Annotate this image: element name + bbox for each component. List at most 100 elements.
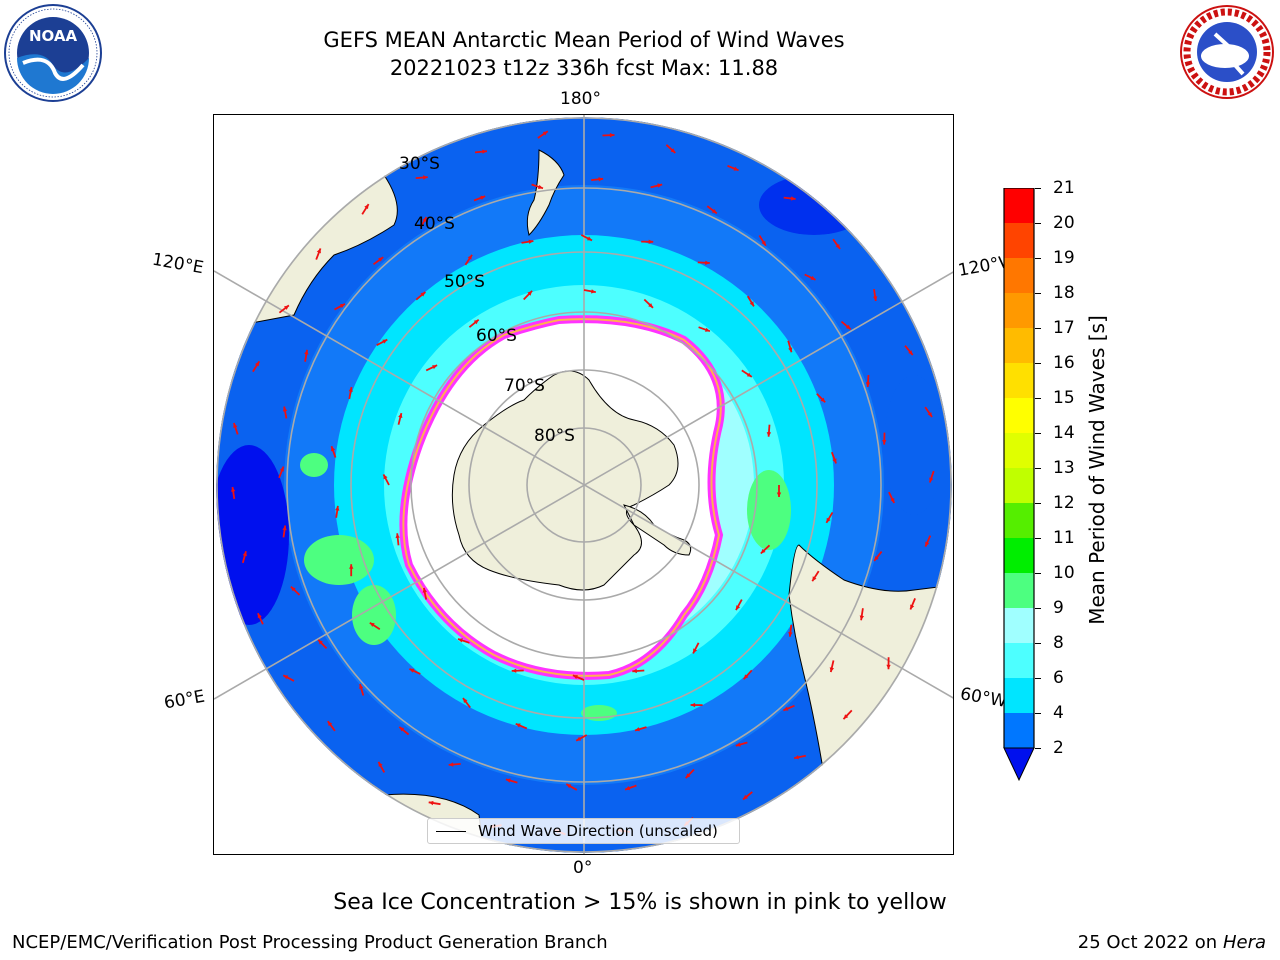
colorbar-segment — [1004, 573, 1034, 608]
sea-ice-note: Sea Ice Concentration > 15% is shown in … — [333, 890, 947, 915]
colorbar-tick-mark — [1035, 678, 1041, 679]
wind-arrow-head — [925, 541, 930, 547]
colorbar-segment — [1004, 363, 1034, 398]
colorbar-tick-label: 16 — [1053, 353, 1075, 373]
wind-arrow-head — [890, 498, 895, 503]
wind-arrow-head — [829, 667, 834, 673]
wind-arrow-head — [788, 632, 793, 637]
legend-label: Wind Wave Direction (unscaled) — [478, 822, 718, 840]
new-zealand-landmass — [526, 149, 565, 236]
wind-arrow-head — [705, 327, 710, 332]
wind-arrow-head — [349, 564, 354, 569]
colorbar-extend-triangle — [1003, 747, 1035, 782]
colorbar-tick-label: 14 — [1053, 423, 1075, 443]
wind-arrow-head — [783, 706, 789, 711]
map-title-line2: 20221023 t12z 336h fcst Max: 11.88 — [389, 56, 779, 80]
colorbar-segment — [1004, 538, 1034, 573]
colorbar-segment — [1004, 328, 1034, 363]
colorbar-segment — [1004, 643, 1034, 678]
wind-arrow-head — [428, 800, 434, 806]
wind-arrow-head — [467, 254, 472, 260]
lon-label-180: 180° — [560, 89, 601, 109]
map-legend: Wind Wave Direction (unscaled) — [427, 818, 740, 844]
wind-arrow-head — [810, 275, 816, 280]
colorbar-tick-mark — [1035, 643, 1041, 644]
colorbar-segment — [1004, 258, 1034, 293]
wind-arrow-head — [515, 723, 521, 728]
wind-arrow-head — [542, 131, 548, 136]
wind-arrow-head — [648, 239, 654, 244]
nws-logo-icon — [1177, 4, 1277, 100]
low-period-patch-east — [884, 375, 944, 515]
lon-label-0: 0° — [573, 858, 593, 878]
colorbar-segment — [1004, 293, 1034, 328]
wind-arrow-head — [364, 204, 369, 210]
wind-arrow-head — [882, 440, 887, 445]
wind-arrow-head — [233, 423, 238, 428]
lon-label-60w: 60°W — [958, 684, 1009, 712]
colorbar-segment — [1004, 678, 1034, 713]
polar-map: 30°S 40°S 50°S 60°S 70°S 80°S — [213, 114, 954, 855]
wind-arrow-head — [766, 432, 772, 437]
colorbar-tick-label: 21 — [1053, 178, 1075, 198]
colorbar-tick-label: 19 — [1053, 248, 1075, 268]
wind-arrow-head — [282, 406, 288, 412]
wind-arrow-head — [282, 525, 287, 531]
wind-wave-arrows — [231, 130, 935, 836]
wind-arrow-head — [820, 397, 826, 403]
wind-arrow-head — [409, 668, 415, 673]
wind-arrow-head — [432, 365, 438, 370]
colorbar-tick-mark — [1035, 433, 1041, 434]
host-name: Hera — [1222, 932, 1266, 953]
colorbar-segment — [1004, 468, 1034, 503]
green-patch-3 — [747, 470, 791, 550]
wind-arrow-head — [383, 474, 388, 480]
wind-arrow-head — [473, 319, 479, 325]
wind-arrow-head — [832, 458, 837, 464]
wind-arrow-head — [746, 372, 752, 377]
wind-arrow-head — [908, 350, 913, 355]
wind-arrow-head — [587, 236, 592, 241]
wind-arrow-head — [572, 675, 578, 680]
meridian-60e-120w — [214, 271, 953, 700]
colorbar-tick-mark — [1035, 328, 1041, 329]
wind-arrow-head — [257, 613, 262, 619]
colorbar-tick-label: 20 — [1053, 213, 1075, 233]
wind-arrow-head — [335, 505, 340, 511]
colorbar-tick-mark — [1035, 608, 1041, 609]
colorbar-tick-label: 13 — [1053, 458, 1075, 478]
colorbar-tick-label: 4 — [1053, 703, 1064, 723]
colorbar-tick-mark — [1035, 223, 1041, 224]
wind-arrow-head — [463, 698, 468, 703]
wind-arrow-head — [625, 786, 631, 791]
noaa-logo-icon: NOAA — [3, 3, 103, 103]
colorbar-tick-label: 8 — [1053, 633, 1064, 653]
wind-arrow-head — [685, 773, 691, 779]
wind-arrow-head — [399, 726, 405, 732]
colorbar-tick-mark — [1035, 398, 1041, 399]
colorbar-segment — [1004, 608, 1034, 643]
colorbar-segment — [1004, 398, 1034, 433]
colorbar-tick-mark — [1035, 258, 1041, 259]
colorbar-tick-mark — [1035, 713, 1041, 714]
colorbar-tick-label: 6 — [1053, 668, 1064, 688]
wind-arrow-head — [458, 638, 463, 643]
colorbar-segment — [1004, 433, 1034, 468]
wind-arrow-head — [422, 217, 427, 222]
wind-arrow-head — [505, 778, 511, 783]
wind-arrow-head — [874, 556, 879, 561]
wind-arrow-head — [743, 794, 748, 800]
wind-arrow-head — [327, 721, 333, 727]
colorbar-tick-label: 12 — [1053, 493, 1075, 513]
colorbar-tick-mark — [1035, 188, 1041, 189]
wind-arrow-head — [743, 674, 749, 680]
colorbar-segment — [1004, 713, 1034, 748]
colorbar-tick-label: 2 — [1053, 738, 1064, 758]
map-corner-mask — [214, 115, 953, 854]
wind-arrow-head — [527, 290, 533, 296]
wind-arrow-head — [591, 289, 596, 294]
colorbar-tick-mark — [1035, 573, 1041, 574]
colorbar-segment — [1004, 503, 1034, 538]
colorbar-tick-mark — [1035, 293, 1041, 294]
colorbar-tick-label: 17 — [1053, 318, 1075, 338]
